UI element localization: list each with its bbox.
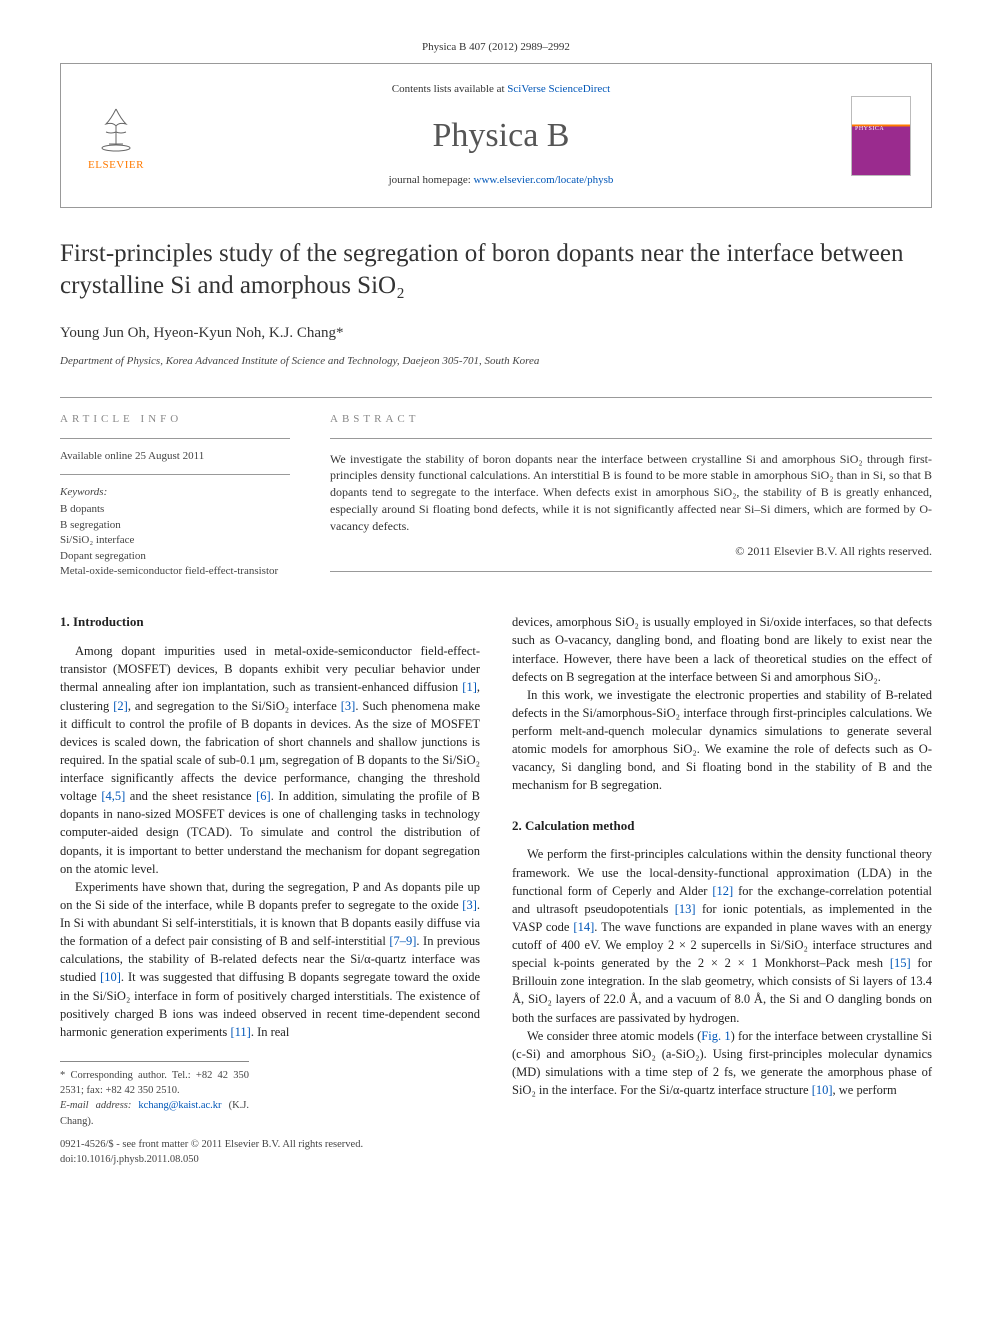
text: , we perform (833, 1083, 897, 1097)
paragraph: Among dopant impurities used in metal-ox… (60, 642, 480, 878)
paragraph: In this work, we investigate the electro… (512, 686, 932, 795)
keyword: Dopant segregation (60, 549, 290, 564)
section-heading: 2. Calculation method (512, 817, 932, 836)
citation-link[interactable]: [12] (712, 884, 733, 898)
divider (60, 438, 290, 439)
article-title: First-principles study of the segregatio… (60, 238, 932, 303)
homepage-line: journal homepage: www.elsevier.com/locat… (151, 173, 851, 188)
paragraph: We perform the first-principles calculat… (512, 845, 932, 1026)
text: Experiments have shown that, during the … (60, 880, 480, 912)
corresponding-mark: * (336, 325, 344, 341)
text: and the sheet resistance (125, 789, 256, 803)
keyword: B dopants (60, 502, 290, 517)
running-head: Physica B 407 (2012) 2989–2992 (60, 40, 932, 55)
journal-cover-thumbnail: PHYSICA (851, 96, 911, 176)
cover-label: PHYSICA (855, 125, 884, 133)
abstract-heading: ABSTRACT (330, 412, 932, 427)
email-link[interactable]: kchang@kaist.ac.kr (138, 1100, 221, 1111)
text: devices, amorphous SiO₂ is usually emplo… (512, 615, 932, 683)
divider (330, 571, 932, 572)
email-label: E-mail address: (60, 1100, 138, 1111)
abstract-text: We investigate the stability of boron do… (330, 451, 932, 535)
keyword: Metal-oxide-semiconductor field-effect-t… (60, 564, 290, 579)
citation-link[interactable]: [14] (573, 920, 594, 934)
footnote-block: * Corresponding author. Tel.: +82 42 350… (60, 1061, 249, 1129)
publisher-logo: ELSEVIER (81, 98, 151, 173)
paragraph: We consider three atomic models (Fig. 1)… (512, 1027, 932, 1100)
left-column: 1. Introduction Among dopant impurities … (60, 613, 480, 1167)
paragraph: Experiments have shown that, during the … (60, 878, 480, 1041)
keywords-label: Keywords: (60, 485, 290, 500)
header-center: Contents lists available at SciVerse Sci… (151, 82, 851, 188)
text: We consider three atomic models ( (527, 1029, 701, 1043)
homepage-prefix: journal homepage: (389, 174, 474, 186)
contents-prefix: Contents lists available at (392, 83, 507, 95)
keyword: B segregation (60, 518, 290, 533)
citation-link[interactable]: [1] (462, 680, 477, 694)
keyword: Si/SiO₂ interface (60, 533, 290, 548)
citation-link[interactable]: [6] (256, 789, 271, 803)
paragraph: devices, amorphous SiO₂ is usually emplo… (512, 613, 932, 686)
sciencedirect-link[interactable]: SciVerse ScienceDirect (507, 83, 610, 95)
citation-link[interactable]: [11] (230, 1025, 250, 1039)
contents-line: Contents lists available at SciVerse Sci… (151, 82, 851, 97)
abstract-panel: ABSTRACT We investigate the stability of… (330, 398, 932, 579)
divider (330, 438, 932, 439)
elsevier-tree-icon (91, 104, 141, 154)
citation-link[interactable]: [15] (890, 956, 911, 970)
homepage-link[interactable]: www.elsevier.com/locate/physb (474, 174, 614, 186)
section-heading: 1. Introduction (60, 613, 480, 632)
text: In this work, we investigate the electro… (512, 688, 932, 793)
citation-link[interactable]: [10] (812, 1083, 833, 1097)
available-online: Available online 25 August 2011 (60, 449, 290, 464)
abstract-copyright: © 2011 Elsevier B.V. All rights reserved… (330, 543, 932, 560)
email-line: E-mail address: kchang@kaist.ac.kr (K.J.… (60, 1098, 249, 1128)
text: . Such phenomena make it difficult to co… (60, 699, 480, 804)
divider (60, 474, 290, 475)
right-column: devices, amorphous SiO₂ is usually emplo… (512, 613, 932, 1167)
citation-link[interactable]: [13] (675, 902, 696, 916)
journal-name: Physica B (151, 112, 851, 160)
authors: Young Jun Oh, Hyeon-Kyun Noh, K.J. Chang… (60, 323, 932, 344)
footer-meta: 0921-4526/$ - see front matter © 2011 El… (60, 1137, 480, 1167)
author-list: Young Jun Oh, Hyeon-Kyun Noh, K.J. Chang (60, 325, 336, 341)
text: Among dopant impurities used in metal-ox… (60, 644, 480, 694)
text: , and segregation to the Si/SiO₂ interfa… (128, 699, 341, 713)
article-info-heading: ARTICLE INFO (60, 412, 290, 427)
body-columns: 1. Introduction Among dopant impurities … (60, 613, 932, 1167)
journal-header: ELSEVIER Contents lists available at Sci… (60, 63, 932, 207)
text: . In real (251, 1025, 290, 1039)
corresponding-author-note: * Corresponding author. Tel.: +82 42 350… (60, 1068, 249, 1098)
doi-line: doi:10.1016/j.physb.2011.08.050 (60, 1152, 480, 1167)
citation-link[interactable]: [3] (462, 898, 477, 912)
citation-link[interactable]: [7–9] (389, 934, 416, 948)
citation-link[interactable]: [10] (100, 970, 121, 984)
affiliation: Department of Physics, Korea Advanced In… (60, 354, 932, 369)
citation-link[interactable]: [3] (341, 699, 356, 713)
publisher-name: ELSEVIER (81, 158, 151, 173)
citation-link[interactable]: [4,5] (101, 789, 125, 803)
article-info-panel: ARTICLE INFO Available online 25 August … (60, 398, 290, 579)
citation-link[interactable]: [2] (113, 699, 128, 713)
front-matter-line: 0921-4526/$ - see front matter © 2011 El… (60, 1137, 480, 1152)
info-block: ARTICLE INFO Available online 25 August … (60, 398, 932, 579)
figure-link[interactable]: Fig. 1 (701, 1029, 730, 1043)
